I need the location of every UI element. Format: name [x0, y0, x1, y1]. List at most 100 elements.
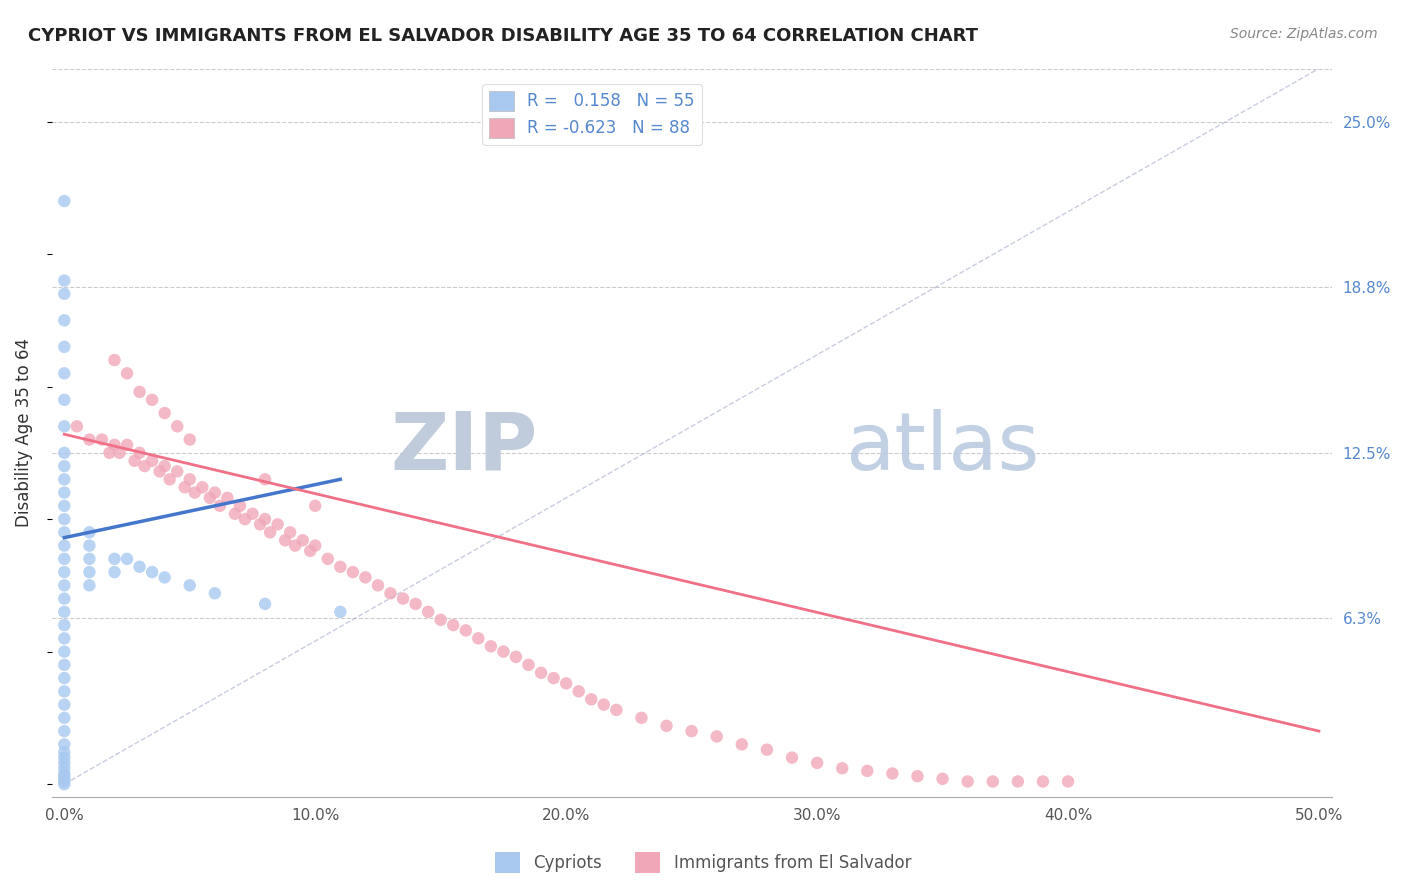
Point — [204, 586, 226, 600]
Point — [53, 698, 76, 712]
Point — [98, 446, 121, 460]
Point — [53, 605, 76, 619]
Point — [53, 485, 76, 500]
Point — [329, 605, 352, 619]
Point — [299, 544, 322, 558]
Point — [354, 570, 377, 584]
Point — [153, 570, 176, 584]
Point — [141, 565, 163, 579]
Point — [128, 446, 150, 460]
Point — [53, 313, 76, 327]
Point — [103, 353, 125, 368]
Point — [806, 756, 828, 770]
Point — [53, 539, 76, 553]
Point — [284, 539, 307, 553]
Point — [1007, 774, 1029, 789]
Point — [706, 730, 728, 744]
Point — [179, 433, 201, 447]
Point — [53, 367, 76, 381]
Point — [278, 525, 301, 540]
Point — [103, 438, 125, 452]
Point — [53, 274, 76, 288]
Point — [53, 644, 76, 658]
Point — [53, 777, 76, 791]
Point — [103, 551, 125, 566]
Point — [581, 692, 603, 706]
Point — [128, 559, 150, 574]
Point — [441, 618, 464, 632]
Point — [115, 367, 138, 381]
Point — [254, 597, 277, 611]
Point — [79, 578, 101, 592]
Point — [53, 724, 76, 739]
Point — [53, 618, 76, 632]
Point — [53, 472, 76, 486]
Point — [731, 737, 754, 751]
Point — [1032, 774, 1054, 789]
Point — [467, 632, 489, 646]
Point — [53, 446, 76, 460]
Point — [780, 750, 803, 764]
Point — [53, 750, 76, 764]
Point — [755, 742, 778, 756]
Point — [53, 591, 76, 606]
Legend: Cypriots, Immigrants from El Salvador: Cypriots, Immigrants from El Salvador — [488, 846, 918, 880]
Point — [53, 766, 76, 780]
Point — [53, 565, 76, 579]
Point — [179, 472, 201, 486]
Point — [304, 499, 326, 513]
Point — [53, 551, 76, 566]
Point — [149, 464, 172, 478]
Point — [224, 507, 246, 521]
Point — [605, 703, 627, 717]
Point — [103, 565, 125, 579]
Point — [53, 737, 76, 751]
Point — [53, 392, 76, 407]
Point — [405, 597, 427, 611]
Point — [184, 485, 207, 500]
Point — [254, 472, 277, 486]
Point — [53, 756, 76, 770]
Point — [304, 539, 326, 553]
Point — [568, 684, 591, 698]
Point — [233, 512, 256, 526]
Point — [329, 559, 352, 574]
Point — [53, 459, 76, 474]
Point — [53, 512, 76, 526]
Point — [115, 551, 138, 566]
Point — [249, 517, 271, 532]
Point — [530, 665, 553, 680]
Point — [159, 472, 181, 486]
Point — [53, 194, 76, 208]
Point — [831, 761, 853, 775]
Text: Source: ZipAtlas.com: Source: ZipAtlas.com — [1230, 27, 1378, 41]
Point — [53, 657, 76, 672]
Point — [259, 525, 281, 540]
Point — [79, 551, 101, 566]
Point — [242, 507, 264, 521]
Point — [367, 578, 389, 592]
Point — [53, 525, 76, 540]
Point — [91, 433, 114, 447]
Point — [274, 533, 297, 548]
Point — [53, 684, 76, 698]
Point — [53, 769, 76, 783]
Point — [208, 499, 231, 513]
Text: atlas: atlas — [845, 409, 1039, 486]
Point — [266, 517, 288, 532]
Point — [141, 392, 163, 407]
Point — [198, 491, 221, 505]
Point — [856, 764, 879, 778]
Point — [316, 551, 339, 566]
Point — [907, 769, 929, 783]
Point — [166, 419, 188, 434]
Point — [1057, 774, 1080, 789]
Point — [53, 711, 76, 725]
Point — [454, 624, 477, 638]
Point — [53, 745, 76, 759]
Point — [53, 340, 76, 354]
Point — [882, 766, 904, 780]
Point — [254, 512, 277, 526]
Y-axis label: Disability Age 35 to 64: Disability Age 35 to 64 — [15, 338, 32, 527]
Point — [124, 454, 146, 468]
